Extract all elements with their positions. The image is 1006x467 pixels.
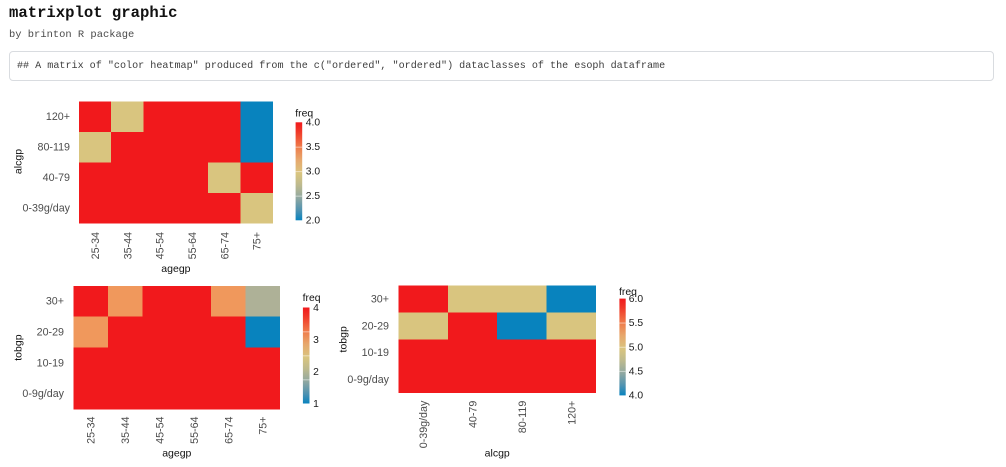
svg-text:35-44: 35-44 [122, 232, 134, 259]
svg-text:40-79: 40-79 [43, 172, 70, 184]
svg-text:10-19: 10-19 [37, 357, 64, 369]
svg-text:20-29: 20-29 [37, 326, 64, 338]
svg-text:80-119: 80-119 [38, 142, 71, 154]
svg-text:10-19: 10-19 [362, 347, 389, 359]
svg-text:freq: freq [295, 108, 313, 119]
svg-text:3.5: 3.5 [306, 142, 321, 153]
svg-text:4: 4 [313, 303, 319, 314]
svg-text:freq: freq [303, 293, 321, 304]
svg-text:30+: 30+ [46, 296, 64, 308]
svg-text:35-44: 35-44 [120, 416, 132, 443]
svg-text:65-74: 65-74 [219, 232, 231, 259]
svg-text:tobgp: tobgp [337, 326, 349, 352]
svg-text:45-54: 45-54 [155, 232, 167, 259]
svg-text:0-39g/day: 0-39g/day [418, 400, 430, 448]
svg-text:5.5: 5.5 [629, 318, 644, 329]
svg-text:4.0: 4.0 [629, 391, 644, 402]
svg-text:6.0: 6.0 [629, 294, 644, 305]
svg-text:agegp: agegp [162, 448, 191, 460]
svg-text:4.0: 4.0 [306, 118, 321, 129]
svg-text:55-64: 55-64 [187, 232, 199, 259]
svg-text:120+: 120+ [46, 111, 70, 123]
svg-text:25-34: 25-34 [86, 416, 98, 443]
svg-text:0-39g/day: 0-39g/day [22, 203, 70, 215]
svg-text:5.0: 5.0 [629, 342, 644, 353]
svg-text:40-79: 40-79 [468, 401, 480, 428]
svg-text:alcgp: alcgp [485, 447, 510, 459]
svg-text:2.5: 2.5 [306, 191, 321, 202]
svg-text:agegp: agegp [161, 263, 190, 275]
svg-text:4.5: 4.5 [629, 367, 644, 378]
svg-text:3: 3 [313, 335, 319, 346]
svg-text:freq: freq [619, 287, 637, 298]
svg-text:45-54: 45-54 [155, 416, 167, 443]
svg-text:2: 2 [313, 367, 319, 378]
svg-text:alcgp: alcgp [13, 149, 25, 174]
svg-text:80-119: 80-119 [517, 401, 529, 434]
svg-text:3.0: 3.0 [306, 167, 321, 178]
svg-text:tobgp: tobgp [13, 334, 25, 360]
svg-text:55-64: 55-64 [189, 416, 201, 443]
svg-text:65-74: 65-74 [223, 416, 235, 443]
svg-text:1: 1 [313, 399, 319, 410]
svg-text:75+: 75+ [252, 232, 264, 250]
svg-text:2.0: 2.0 [306, 216, 321, 227]
svg-text:0-9g/day: 0-9g/day [347, 374, 389, 386]
svg-text:25-34: 25-34 [90, 232, 102, 259]
svg-text:0-9g/day: 0-9g/day [22, 388, 64, 400]
svg-text:75+: 75+ [258, 417, 270, 435]
svg-text:120+: 120+ [566, 401, 578, 425]
svg-text:30+: 30+ [371, 293, 389, 305]
svg-text:20-29: 20-29 [362, 320, 389, 332]
